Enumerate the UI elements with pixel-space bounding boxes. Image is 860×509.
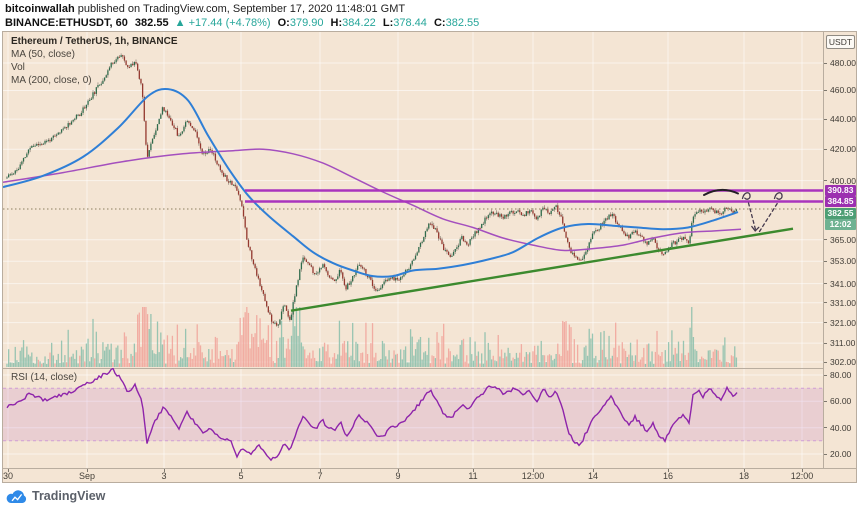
price-axis[interactable]: USDT 390.83 384.85 382.55 12:02 480.00 46… (823, 32, 856, 468)
rsi-legend: RSI (14, close) (11, 372, 78, 383)
time-axis[interactable]: 30 Sep 3 5 7 9 11 12:00 14 16 18 12:00 (2, 468, 856, 482)
low-label: L: (382, 17, 394, 29)
price-tick-label: 302.00 (830, 357, 856, 367)
price-tick-label: 365.00 (830, 234, 856, 245)
high-label: H: (330, 17, 343, 29)
pullback-arrow-down[interactable] (747, 202, 757, 231)
level-price-label-1: 390.83 (825, 185, 856, 196)
bounce-arrow-up[interactable] (758, 200, 780, 233)
rsi-tick-label: 80.00 (830, 370, 852, 380)
time-tick-label: 18 (738, 471, 750, 481)
rsi-tick-label: 20.00 (830, 449, 852, 459)
price-tick-label: 321.00 (830, 317, 856, 328)
chart-plot-area[interactable]: Ethereum / TetherUS, 1h, BINANCE MA (50,… (3, 32, 823, 468)
time-tick-label: 9 (395, 471, 401, 481)
rsi-tick-label: 40.00 (830, 422, 852, 433)
time-tick-label: Sep (78, 471, 96, 481)
last-price-label: 382.55 (825, 207, 856, 219)
bar-countdown-label: 12:02 (825, 218, 856, 230)
time-tick-label: 11 (468, 471, 478, 481)
time-tick-label: 5 (238, 471, 244, 481)
ascending-trendline[interactable] (290, 227, 794, 312)
time-tick-label: 16 (662, 471, 674, 481)
price-tick-label: 460.00 (830, 85, 856, 96)
level-price-label-2: 384.85 (825, 196, 856, 207)
time-tick-label: 12:00 (790, 471, 814, 481)
resistance-arc[interactable] (703, 188, 739, 196)
rsi-grid (3, 369, 823, 468)
time-tick-label: 7 (317, 471, 323, 481)
open-value: 379.90 (289, 17, 324, 29)
legend-ma200: MA (200, close, 0) (11, 75, 92, 86)
symbol-name: BINANCE:ETHUSDT, 60 (5, 17, 128, 29)
candles (6, 53, 738, 328)
price-tick-label: 341.00 (830, 278, 856, 289)
price-tick-label: 331.00 (830, 297, 856, 308)
close-value: 382.55 (445, 17, 480, 29)
symbol-line: BINANCE:ETHUSDT, 60 382.55 ▲ +17.44 (+4.… (5, 16, 479, 30)
price-tick-label: 440.00 (830, 114, 856, 125)
time-tick-label: 3 (161, 471, 167, 481)
price-tick-label: 480.00 (830, 58, 856, 68)
tradingview-footer[interactable]: TradingView (6, 486, 105, 506)
legend-ma50: MA (50, close) (11, 49, 75, 60)
high-value: 384.22 (342, 17, 376, 29)
rsi-chart[interactable] (3, 368, 823, 468)
publish-text: published on TradingView.com, September … (74, 3, 406, 15)
low-value: 378.44 (393, 17, 427, 29)
tradingview-wordmark: TradingView (32, 489, 106, 503)
price-tick-label: 353.00 (830, 256, 856, 267)
price-chart[interactable] (3, 32, 823, 368)
publish-line: bitcoinwallah published on TradingView.c… (5, 2, 479, 16)
legend-title: Ethereum / TetherUS, 1h, BINANCE (11, 36, 178, 47)
ma50-line (3, 87, 739, 278)
close-label: C: (433, 17, 446, 29)
tradingview-cloud-icon (6, 490, 27, 503)
ma200-line (3, 148, 742, 252)
price-tick-label: 400.00 (830, 175, 856, 186)
open-label: O: (277, 17, 290, 29)
time-tick-label: 12:00 (521, 471, 545, 481)
last-price: 382.55 (134, 17, 169, 29)
price-tick-label: 420.00 (830, 144, 856, 155)
chart-legend: Ethereum / TetherUS, 1h, BINANCE MA (50,… (11, 35, 178, 87)
price-tick-label: 311.00 (830, 338, 856, 349)
publish-header: bitcoinwallah published on TradingView.c… (5, 2, 479, 30)
legend-vol: Vol (11, 62, 25, 73)
price-grid (3, 32, 823, 368)
author-name: bitcoinwallah (5, 3, 75, 15)
curl-right[interactable] (773, 192, 783, 200)
time-tick-label: 14 (587, 471, 599, 481)
rsi-band (3, 388, 823, 441)
curl-left[interactable] (741, 192, 751, 200)
price-change: ▲ +17.44 (+4.78%) (174, 17, 271, 29)
chart-panel: Ethereum / TetherUS, 1h, BINANCE MA (50,… (2, 31, 857, 483)
rsi-tick-label: 60.00 (830, 396, 852, 407)
pullback-arrowhead[interactable] (751, 225, 760, 232)
volume-bars (6, 307, 738, 367)
currency-label: USDT (826, 35, 855, 49)
time-tick-label: 30 (2, 471, 14, 481)
rsi-line (6, 368, 738, 462)
